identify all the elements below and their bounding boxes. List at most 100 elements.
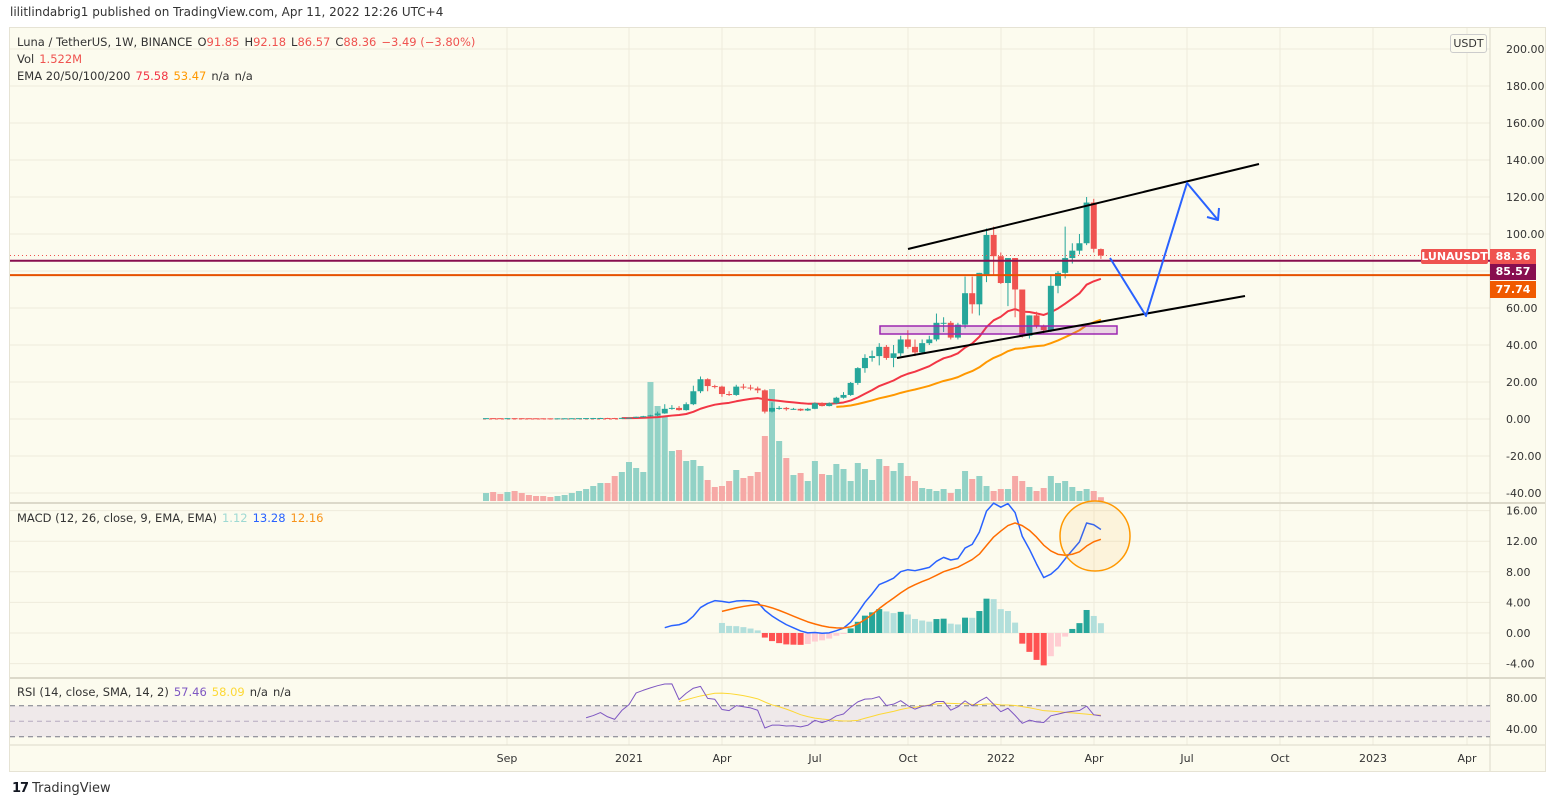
candle-body [1083, 202, 1090, 244]
volume-bar [776, 441, 783, 501]
price-tick-label: -20.00 [1506, 450, 1541, 463]
volume-bar [1083, 489, 1090, 501]
volume-bar [518, 493, 525, 501]
candle-body [683, 404, 690, 411]
candle-body [561, 418, 568, 420]
volume-bar [1062, 481, 1069, 501]
time-tick-label: Jul [1179, 752, 1193, 765]
macd-value: 13.28 [252, 511, 286, 525]
volume-bar [1090, 491, 1097, 501]
price-tick-label: 140.00 [1506, 154, 1545, 167]
volume-bar [833, 464, 840, 501]
candle-body [540, 418, 547, 420]
volume-bar [568, 493, 575, 501]
volume-bar [583, 489, 590, 501]
volume-bar [883, 466, 890, 501]
candle-body [668, 407, 675, 409]
macd-histogram-bar [761, 633, 768, 638]
tradingview-logo-icon: 17 [12, 781, 29, 796]
volume-bar [597, 483, 604, 501]
hline-price-label: 85.57 [1490, 264, 1536, 280]
close-value: 88.36 [343, 35, 377, 49]
volume-bar [633, 468, 640, 501]
candle-body [847, 382, 854, 395]
candle-body [769, 407, 775, 412]
volume-bar [533, 496, 540, 501]
volume-bar [1033, 491, 1040, 501]
time-tick-label: Apr [1457, 752, 1477, 765]
candle-body [1055, 272, 1061, 286]
volume-bar [962, 471, 969, 501]
time-tick-label: Sep [497, 752, 518, 765]
symbol-name[interactable]: Luna / TetherUS, 1W, BINANCE [17, 35, 193, 49]
ema200-value: n/a [234, 69, 253, 83]
low-label: L [291, 35, 298, 49]
ema20-value: 75.58 [135, 69, 169, 83]
chart-frame[interactable] [9, 27, 1546, 772]
candle-body [633, 416, 640, 418]
volume-bar [912, 481, 918, 501]
candle-body [983, 234, 990, 275]
currency-button[interactable]: USDT [1450, 34, 1487, 53]
macd-tick-label: 0.00 [1506, 627, 1531, 640]
macd-tick-label: 8.00 [1506, 566, 1531, 579]
candle-body [811, 403, 818, 409]
candle-body [733, 386, 740, 395]
macd-histogram-bar [1012, 622, 1019, 633]
candle-body [511, 418, 518, 420]
macd-histogram-bar [897, 611, 904, 633]
time-tick-label: Apr [1084, 752, 1104, 765]
candle-body [611, 418, 618, 420]
volume-bar [575, 491, 582, 501]
volume-legend: Vol 1.522M [17, 52, 87, 66]
candle-body [819, 403, 826, 407]
macd-histogram-bar [976, 611, 983, 633]
candle-body [1069, 250, 1076, 259]
volume-value: 1.522M [39, 52, 83, 66]
price-tick-label: -40.00 [1506, 487, 1541, 500]
volume-bar [954, 489, 961, 501]
time-tick-label: Oct [1270, 752, 1290, 765]
volume-bar [1026, 487, 1033, 501]
candle-body [761, 390, 768, 412]
volume-bar [947, 493, 954, 501]
candle-body [969, 293, 976, 305]
macd-histogram-bar [1083, 609, 1090, 633]
candle-body [790, 408, 797, 410]
price-tick-label: 200.00 [1506, 43, 1545, 56]
candle-body [604, 417, 611, 419]
candle-body [940, 322, 947, 324]
projection-arrowhead-icon [1206, 207, 1220, 221]
candle-body [1019, 289, 1026, 336]
candle-body [1004, 258, 1011, 284]
volume-bar [769, 389, 775, 501]
candle-body [1097, 249, 1104, 256]
volume-bar [926, 489, 933, 501]
volume-bar [718, 486, 725, 501]
time-tick-label: Jul [807, 752, 821, 765]
macd-histogram-bar [797, 633, 804, 645]
candle-body [718, 386, 725, 395]
candle-body [933, 322, 940, 340]
volume-bar [783, 458, 790, 501]
candle-body [926, 339, 933, 344]
candle-body [897, 339, 904, 354]
tradingview-footer[interactable]: 17 TradingView [12, 781, 111, 796]
candle-body [954, 324, 961, 338]
volume-bar [561, 495, 568, 501]
volume-bar [1076, 491, 1083, 501]
candle-body [640, 416, 647, 418]
macd-histogram-bar [740, 627, 747, 633]
candle-body [1047, 285, 1054, 331]
volume-bar [733, 470, 740, 501]
price-tick-label: 100.00 [1506, 228, 1545, 241]
macd-histogram-bar [954, 624, 961, 633]
macd-tick-label: 4.00 [1506, 596, 1531, 609]
price-tick-label: 0.00 [1506, 413, 1531, 426]
volume-bar [933, 491, 940, 501]
tradingview-brand: TradingView [32, 781, 111, 796]
candle-body [647, 415, 654, 417]
macd-histogram-bar [804, 633, 811, 645]
rsi-value: 57.46 [173, 685, 207, 699]
